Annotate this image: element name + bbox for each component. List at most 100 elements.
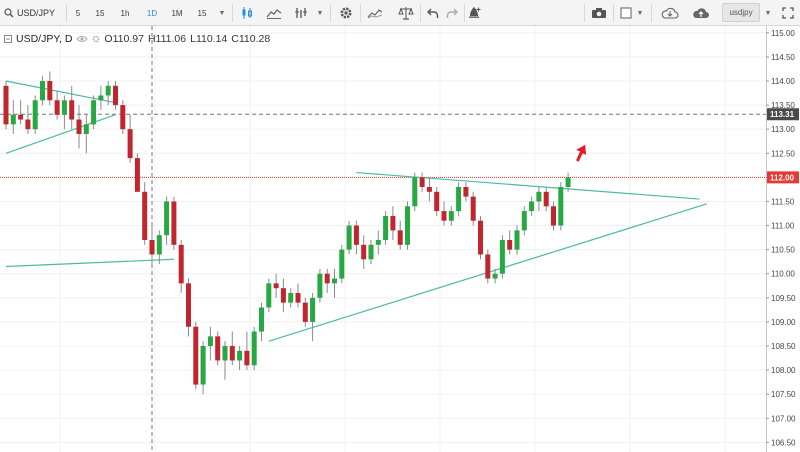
tick-label: 107.00 [771,414,796,423]
camera-icon[interactable] [590,3,608,23]
candle-down [18,114,24,120]
interval-15-custom[interactable]: 15 [197,8,207,18]
candles-icon[interactable] [238,3,256,23]
tick-label: 109.00 [771,318,796,327]
symbol-input[interactable]: usdjpy [722,3,760,22]
candle-up [368,244,374,260]
toolbar-divider [584,4,585,22]
scales-icon[interactable] [396,3,416,23]
search-icon [4,8,14,18]
candle-down [149,240,155,255]
indicators-icon[interactable] [292,3,310,23]
symbol-search-button[interactable]: USD/JPY [4,3,60,23]
collapse-icon[interactable] [4,35,12,43]
undo-icon[interactable] [425,3,441,23]
candle-down [543,191,549,207]
tick-label: 110.50 [771,246,795,255]
interval-5[interactable]: 5 [75,8,81,18]
legend-settings-icon[interactable] [92,35,100,43]
legend-low-label: L [190,33,196,45]
chart-legend: USD/JPY, D O 110.97 H 111.06 L 110.14 C 110.… [4,31,270,47]
tick-label: 107.50 [771,390,796,399]
candle-up [266,283,272,308]
alert-icon[interactable] [466,3,482,23]
tick-label: 113.00 [771,125,795,134]
candle-down [54,100,60,115]
candle-down [3,85,9,125]
candle-up [514,230,520,250]
candle-down [127,129,133,159]
interval-1h[interactable]: 1h [120,8,130,18]
compare-icon[interactable] [365,3,385,23]
template-icon[interactable] [618,3,634,23]
toolbar-divider [613,4,614,22]
tick-label: 111.50 [771,197,795,206]
candle-down [463,187,469,197]
candle-up [32,100,38,130]
candle-down [295,293,301,303]
legend-symbol: USD/JPY, D [16,33,73,45]
cloud-upload-icon[interactable] [690,3,712,23]
candle-down [186,283,191,327]
settings-icon[interactable] [337,3,355,23]
candle-up [61,100,67,115]
toolbar-divider [330,4,331,22]
indicators-dropdown-icon[interactable]: ▼ [316,9,324,17]
interval-1d[interactable]: 1D [146,8,158,18]
candle-up [237,350,243,361]
interval-1m[interactable]: 1M [171,8,183,18]
trendline [356,171,700,200]
candle-down [361,244,367,260]
candle-up [492,273,498,279]
candle-up [10,114,16,125]
candle-down [229,346,235,361]
up-arrow-annotation [576,144,587,162]
crosshair-price-tag-bg [767,108,799,121]
tick-label: 109.50 [771,294,796,303]
toolbar-divider [420,4,421,22]
fullscreen-icon[interactable] [780,3,796,23]
redo-icon[interactable] [444,3,460,23]
candle-down [485,254,491,279]
candle-down [215,336,221,361]
candle-down [353,225,359,245]
candle-up [536,191,542,202]
candle-up [91,100,97,125]
candle-down [426,187,432,192]
candle-down [507,240,513,250]
candle-up [105,85,111,96]
template-dropdown-icon[interactable]: ▼ [636,9,644,17]
legend-open: 110.97 [112,33,144,45]
cloud-download-icon[interactable] [659,3,681,23]
candle-down [178,244,184,284]
tick-label: 110.00 [771,270,795,279]
interval-15[interactable]: 15 [95,8,105,18]
line-chart-icon[interactable] [264,3,284,23]
toolbar-divider [651,4,652,22]
legend-open-label: O [104,33,113,45]
tick-label: 114.50 [771,53,795,62]
interval-dropdown-icon[interactable]: ▼ [218,9,226,17]
candle-up [346,225,352,250]
symbol-dropdown-icon[interactable]: ▼ [764,9,772,17]
trendline [5,80,116,104]
toolbar-divider [66,4,67,22]
candle-down [120,105,126,130]
toolbar-divider [232,4,233,22]
candle-down [142,191,148,240]
candle-up [456,187,462,212]
eye-icon[interactable] [76,35,89,43]
candle-up [156,235,162,255]
candle-down [134,158,140,192]
candle-up [332,278,337,284]
candle-down [273,283,279,289]
candle-down [302,302,308,322]
legend-high: 111.06 [155,33,187,45]
price-chart[interactable]: 115.00 114.50 114.00 113.50 113.00 112.50 112.… [0,26,800,452]
candle-up [558,187,564,226]
candle-up [310,297,316,322]
crosshair-price-tag: 113.31 [770,110,795,119]
candle-up [405,206,410,245]
tick-label: 108.00 [771,366,796,375]
candle-down [113,85,118,106]
